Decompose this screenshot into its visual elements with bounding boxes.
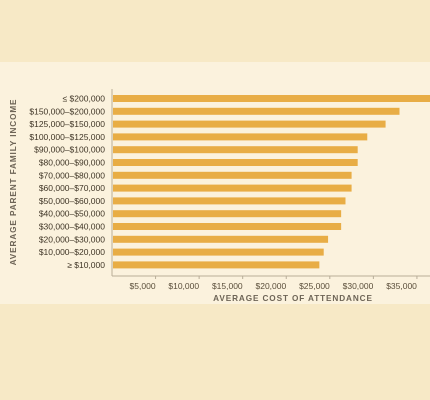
x-tick-label-5: $30,000	[343, 281, 374, 291]
category-label-5: $80,000–$90,000	[39, 158, 105, 168]
category-label-1: $150,000–$200,000	[29, 106, 105, 116]
category-label-9: $40,000–$50,000	[39, 209, 105, 219]
x-tick-label-6: $35,000	[386, 281, 417, 291]
bar-chart: ≤ $200,000 $150,000–$200,000 $125,000–$150…	[9, 89, 430, 303]
bar-12	[113, 248, 324, 256]
category-label-2: $125,000–$150,000	[29, 119, 105, 129]
category-label-3: $100,000–$125,000	[29, 132, 105, 142]
chart-panel: ≤ $200,000 $150,000–$200,000 $125,000–$150…	[0, 62, 430, 304]
category-label-7: $60,000–$70,000	[39, 183, 105, 193]
x-axis-title: AVERAGE COST OF ATTENDANCE	[213, 294, 373, 303]
bar-8	[113, 197, 346, 205]
category-label-0: ≤ $200,000	[63, 94, 106, 104]
bar-9	[113, 210, 342, 218]
category-label-6: $70,000–$80,000	[39, 170, 105, 180]
bar-1	[113, 107, 400, 115]
category-label-10: $30,000–$40,000	[39, 222, 105, 232]
x-tick-label-2: $15,000	[212, 281, 243, 291]
x-tick-label-4: $25,000	[299, 281, 330, 291]
bar-2	[113, 120, 386, 128]
category-label-13: ≥ $10,000	[67, 260, 105, 270]
category-label-8: $50,000–$60,000	[39, 196, 105, 206]
bar-4	[113, 146, 358, 154]
category-label-12: $10,000–$20,000	[39, 247, 105, 257]
bar-7	[113, 184, 352, 192]
bar-0	[113, 95, 430, 102]
bar-10	[113, 223, 342, 230]
bar-11	[113, 235, 329, 243]
bar-3	[113, 133, 368, 141]
bar-5	[113, 159, 358, 166]
category-label-4: $90,000–$100,000	[34, 145, 105, 155]
x-tick-label-1: $10,000	[168, 281, 199, 291]
x-tick-label-3: $20,000	[256, 281, 287, 291]
y-axis-title: AVERAGE PARENT FAMILY INCOME	[9, 99, 18, 266]
category-label-11: $20,000–$30,000	[39, 234, 105, 244]
bar-13	[113, 261, 320, 269]
bar-6	[113, 171, 352, 179]
x-tick-label-0: $5,000	[130, 281, 156, 291]
